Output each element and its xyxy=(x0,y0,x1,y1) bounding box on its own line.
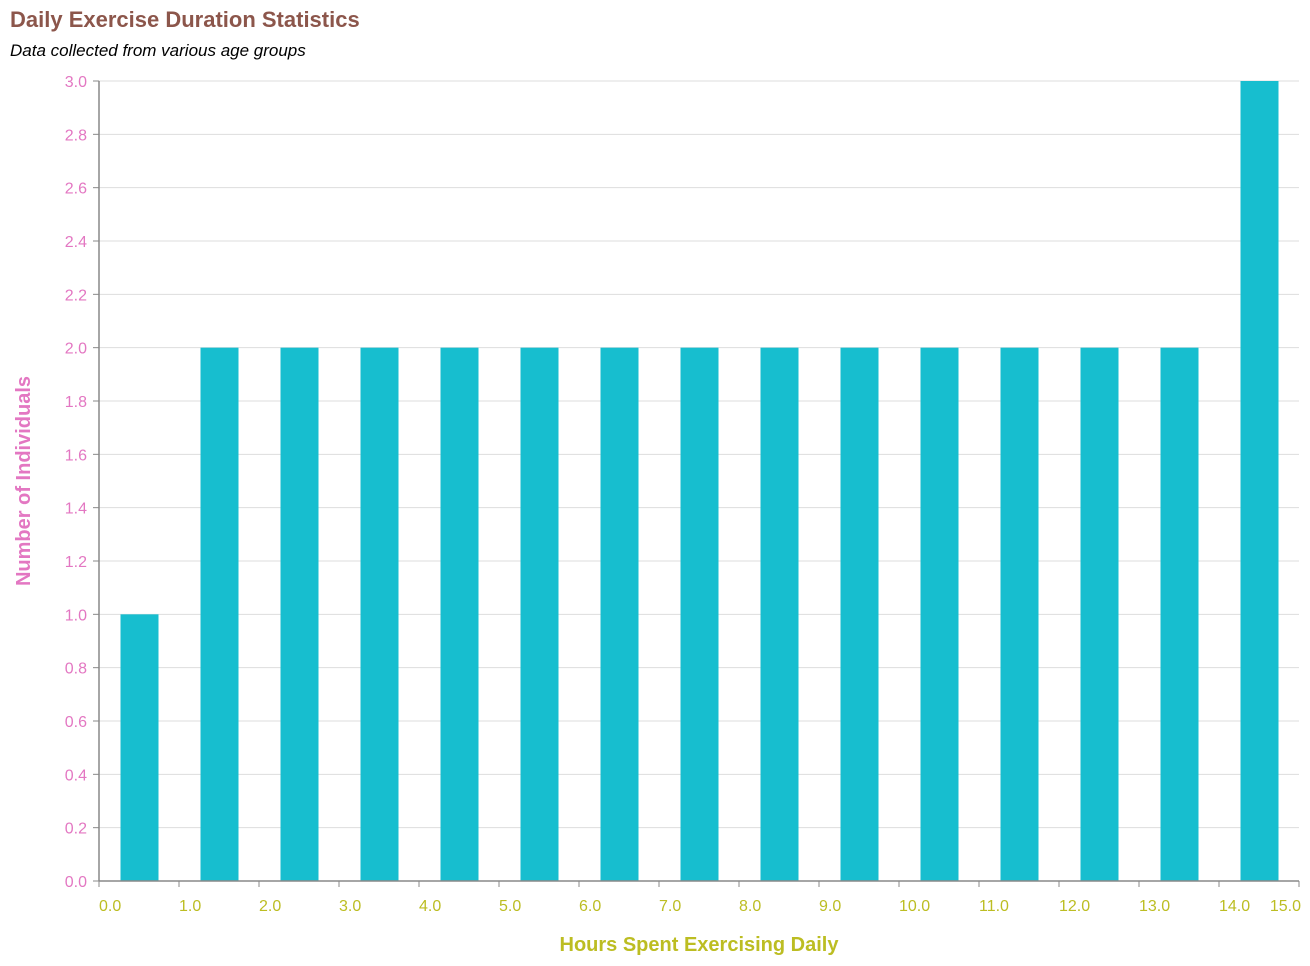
x-tick-label: 7.0 xyxy=(659,898,681,915)
y-tick-label: 2.8 xyxy=(65,127,87,144)
bar xyxy=(360,347,399,882)
x-tick-label: 3.0 xyxy=(339,898,361,915)
chart-title: Daily Exercise Duration Statistics xyxy=(10,7,360,32)
bar xyxy=(1240,81,1279,881)
y-tick-label: 2.0 xyxy=(65,341,87,358)
x-tick-label: 15.0 xyxy=(1270,898,1301,915)
x-tick-label: 10.0 xyxy=(899,898,930,915)
x-tick-label: 6.0 xyxy=(579,898,601,915)
y-tick-label: 1.4 xyxy=(65,501,87,518)
y-tick-label: 0.4 xyxy=(65,767,87,784)
x-tick-label: 1.0 xyxy=(179,898,201,915)
y-tick-label: 3.0 xyxy=(65,74,87,91)
x-tick-label: 2.0 xyxy=(259,898,281,915)
y-axis-title: Number of Individuals xyxy=(13,376,35,586)
bar xyxy=(600,347,639,882)
y-tick-label: 2.2 xyxy=(65,287,87,304)
axes xyxy=(93,80,1300,887)
bar xyxy=(1080,347,1119,882)
x-tick-label: 9.0 xyxy=(819,898,841,915)
bar xyxy=(200,347,239,882)
y-tick-label: 2.4 xyxy=(65,234,87,251)
x-tick-label: 12.0 xyxy=(1059,898,1090,915)
bar xyxy=(1160,347,1199,882)
x-tick-labels: 0.0 1.0 2.0 3.0 4.0 5.0 6.0 7.0 8.0 9.0 10.0 11.0 12… xyxy=(99,898,1301,915)
chart-subtitle: Data collected from various age groups xyxy=(10,41,306,60)
x-tick-label: 8.0 xyxy=(739,898,761,915)
x-tick-label: 11.0 xyxy=(979,898,1009,915)
bar xyxy=(840,347,879,882)
bar xyxy=(760,347,799,882)
y-tick-label: 0.0 xyxy=(65,874,87,891)
y-tick-labels: 0.0 0.2 0.4 0.6 0.8 1.0 1.2 1.4 1.6 1.8 2.0 2.2 2.4 2… xyxy=(65,74,87,891)
y-tick-label: 1.8 xyxy=(65,394,87,411)
y-tick-label: 1.2 xyxy=(65,554,87,571)
x-tick-label: 4.0 xyxy=(419,898,441,915)
bar xyxy=(520,347,559,882)
x-axis-title: Hours Spent Exercising Daily xyxy=(560,934,840,956)
y-tick-label: 2.6 xyxy=(65,181,87,198)
x-tick-label: 5.0 xyxy=(499,898,521,915)
x-tick-label: 0.0 xyxy=(99,898,121,915)
bar xyxy=(440,347,479,882)
x-tick-label: 14.0 xyxy=(1219,898,1250,915)
y-tick-label: 0.6 xyxy=(65,714,87,731)
y-tick-label: 1.0 xyxy=(65,607,87,624)
y-tick-label: 0.8 xyxy=(65,661,87,678)
bar xyxy=(120,614,159,881)
y-tick-label: 0.2 xyxy=(65,821,87,838)
x-tick-label: 13.0 xyxy=(1139,898,1170,915)
bar xyxy=(920,347,959,882)
bars xyxy=(120,81,1279,882)
bar xyxy=(680,347,719,882)
bar xyxy=(1000,347,1039,882)
y-tick-label: 1.6 xyxy=(65,447,87,464)
bar xyxy=(280,347,319,882)
